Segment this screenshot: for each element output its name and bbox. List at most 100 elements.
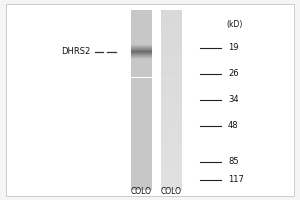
Bar <box>160 63 182 64</box>
Bar <box>160 132 182 133</box>
Bar <box>160 107 182 108</box>
Bar <box>130 16 152 17</box>
Bar <box>130 110 152 111</box>
Bar <box>160 71 182 72</box>
Bar <box>160 182 182 183</box>
Bar <box>130 70 152 71</box>
Bar <box>160 110 182 111</box>
Text: 117: 117 <box>228 176 244 184</box>
Bar <box>160 67 182 68</box>
Bar <box>160 24 182 25</box>
Bar <box>160 34 182 35</box>
Bar <box>130 36 152 37</box>
Bar <box>160 165 182 166</box>
Bar <box>160 150 182 151</box>
Bar <box>130 85 152 86</box>
Text: DHRS2: DHRS2 <box>61 47 90 56</box>
Bar <box>130 122 152 123</box>
Bar <box>130 155 152 156</box>
Bar <box>160 106 182 107</box>
Bar <box>160 25 182 26</box>
Bar <box>130 40 152 41</box>
Bar <box>160 144 182 145</box>
Bar <box>130 90 152 91</box>
Bar <box>160 105 182 106</box>
Bar <box>130 18 152 19</box>
Bar <box>160 33 182 34</box>
Bar <box>160 101 182 102</box>
Bar <box>160 162 182 163</box>
Bar <box>130 97 152 98</box>
Bar <box>130 148 152 149</box>
Bar <box>130 167 152 168</box>
Bar <box>160 169 182 170</box>
Bar <box>160 48 182 49</box>
Bar <box>160 137 182 138</box>
Bar <box>130 99 152 100</box>
Bar <box>160 152 182 153</box>
Bar <box>130 175 152 176</box>
Bar <box>130 13 152 14</box>
Bar <box>160 158 182 159</box>
Bar <box>160 153 182 154</box>
Bar <box>160 108 182 109</box>
Bar <box>160 60 182 61</box>
Bar <box>160 21 182 22</box>
Bar <box>160 58 182 59</box>
Bar <box>130 61 152 62</box>
Bar <box>160 27 182 28</box>
Bar <box>130 32 152 33</box>
Bar <box>160 116 182 117</box>
Bar <box>160 28 182 29</box>
Bar <box>160 136 182 137</box>
Bar <box>130 26 152 27</box>
Bar <box>160 53 182 54</box>
Bar <box>160 35 182 36</box>
Bar <box>160 64 182 65</box>
Bar <box>160 99 182 100</box>
Bar <box>160 115 182 116</box>
Bar <box>160 40 182 41</box>
Bar <box>130 79 152 80</box>
Bar <box>160 111 182 112</box>
Bar <box>130 144 152 145</box>
Bar <box>160 180 182 181</box>
Bar <box>160 128 182 129</box>
Bar <box>160 86 182 87</box>
Bar <box>160 120 182 121</box>
Bar <box>130 44 152 45</box>
Bar <box>130 24 152 25</box>
Bar <box>160 78 182 79</box>
Bar <box>130 77 152 78</box>
Bar <box>130 86 152 87</box>
Bar <box>130 57 152 58</box>
Bar <box>130 78 152 79</box>
Bar <box>160 147 182 148</box>
Bar <box>160 161 182 162</box>
Bar <box>160 79 182 80</box>
Bar <box>130 103 152 104</box>
Bar <box>160 184 182 185</box>
Bar <box>130 174 152 175</box>
Bar <box>160 185 182 186</box>
Bar <box>160 32 182 33</box>
Bar <box>160 164 182 165</box>
Bar <box>130 92 152 93</box>
Bar <box>160 103 182 104</box>
Bar <box>160 45 182 46</box>
Bar <box>130 45 152 46</box>
Bar <box>130 27 152 28</box>
Bar <box>160 83 182 84</box>
Bar <box>160 130 182 131</box>
Bar <box>160 57 182 58</box>
Bar <box>160 117 182 118</box>
Bar <box>160 31 182 32</box>
Bar <box>130 82 152 83</box>
Bar <box>130 169 152 170</box>
Bar <box>160 138 182 139</box>
Bar <box>160 69 182 70</box>
Bar <box>130 104 152 105</box>
Bar <box>160 65 182 66</box>
Bar <box>130 72 152 73</box>
Bar <box>160 14 182 15</box>
